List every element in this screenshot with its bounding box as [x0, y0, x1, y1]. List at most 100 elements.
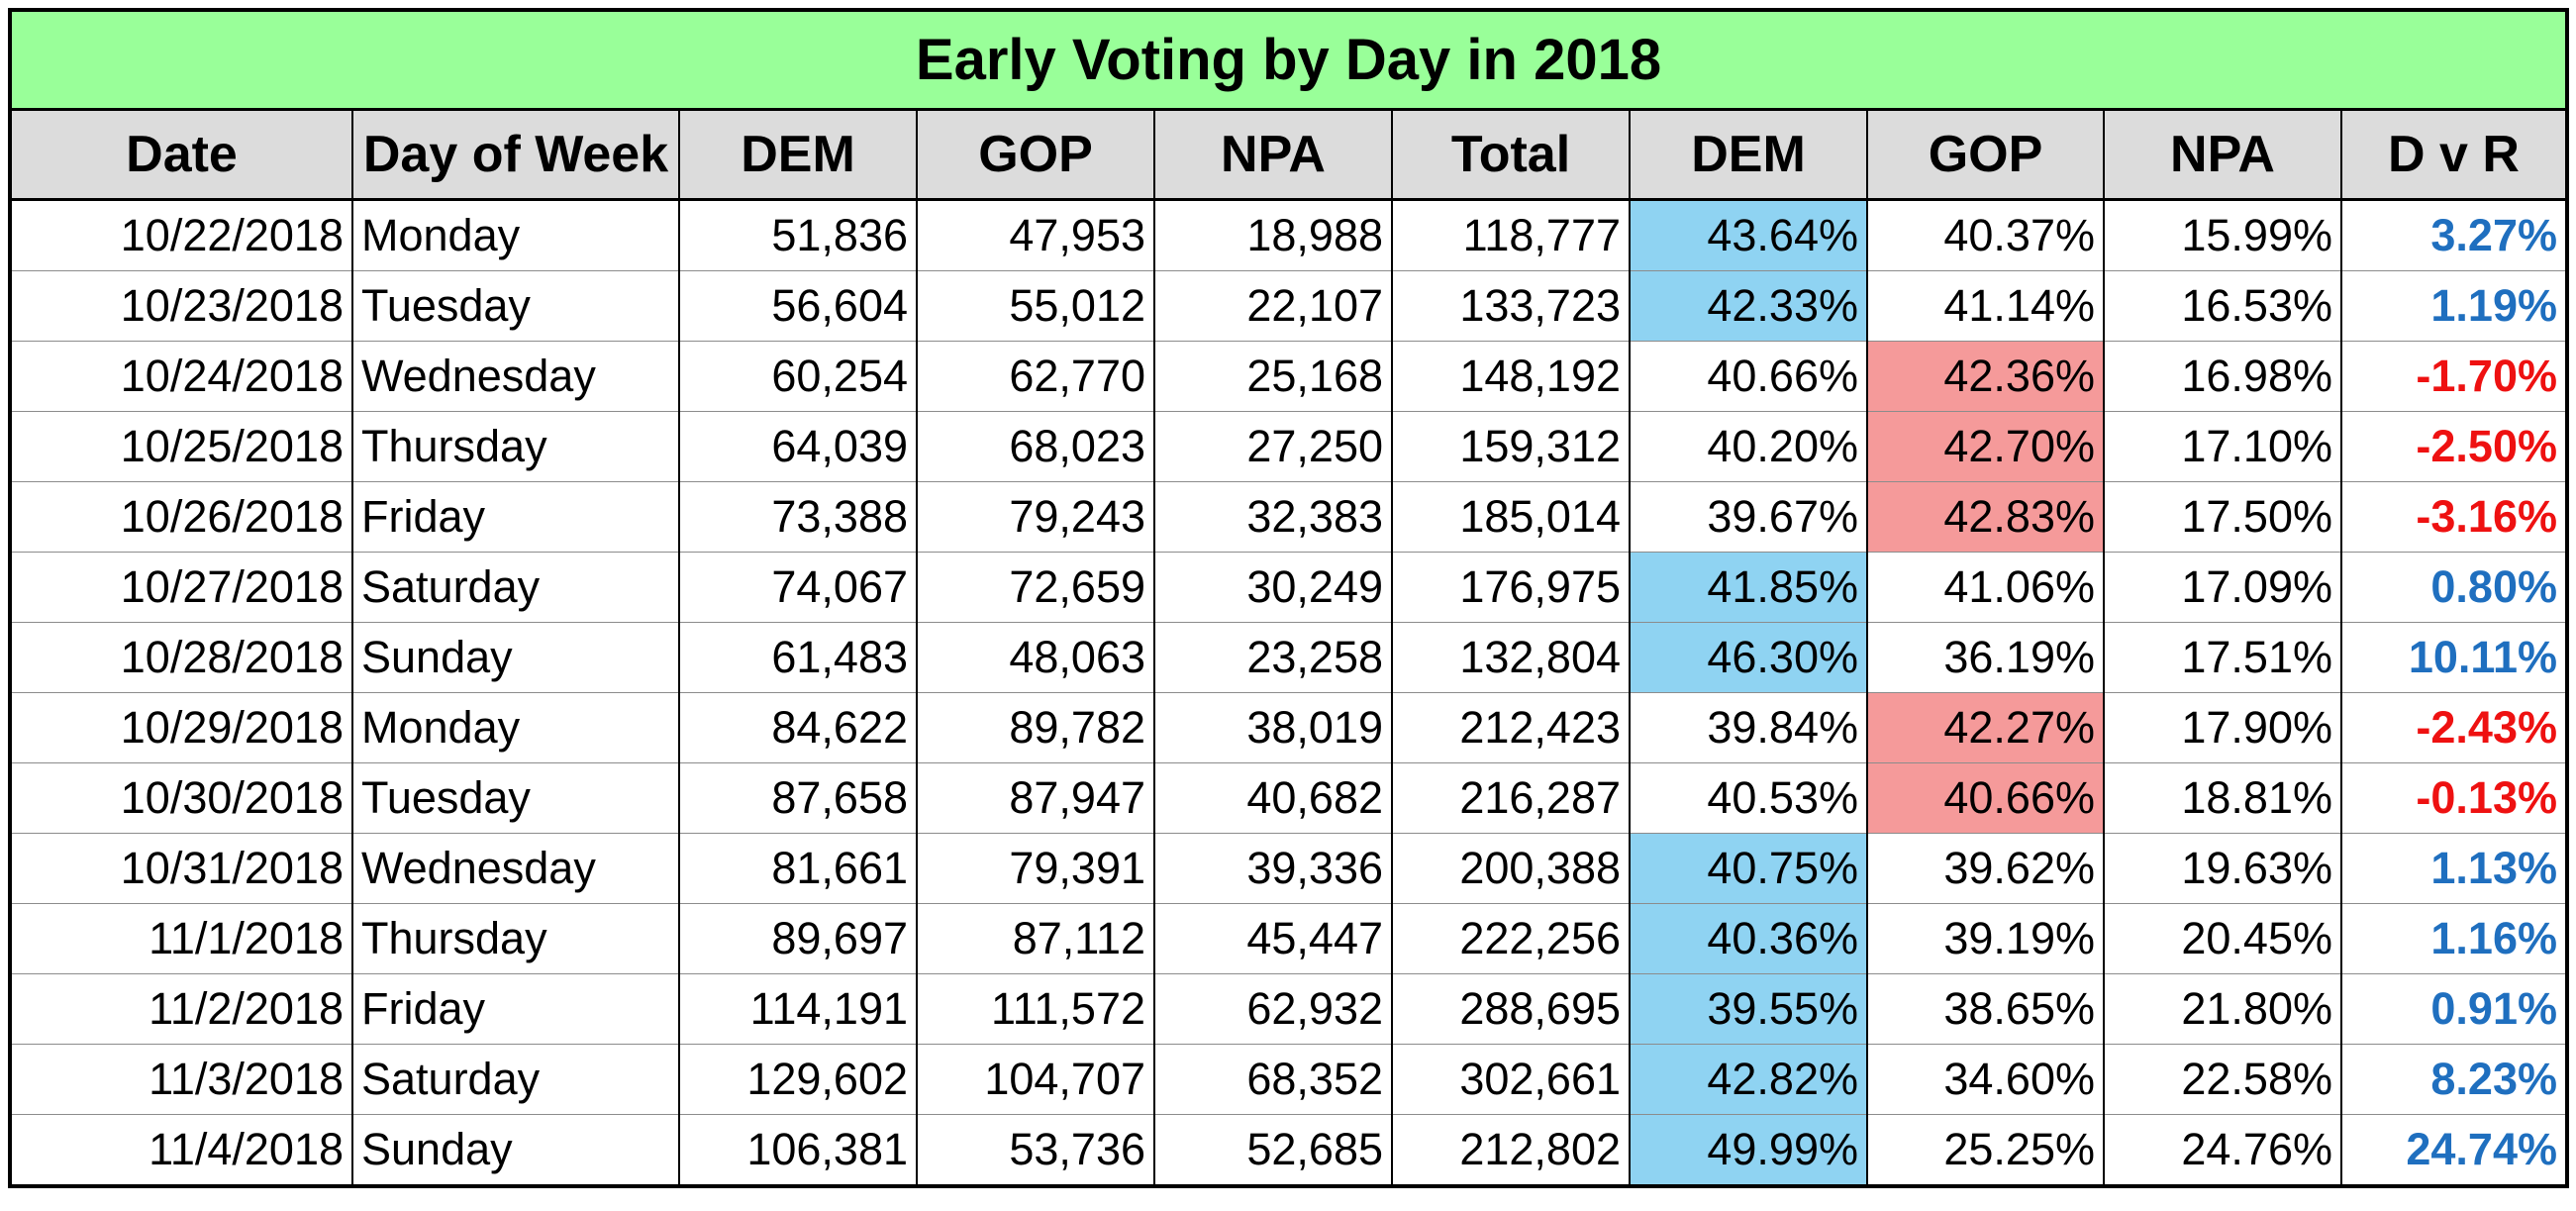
cell-dem-count: 60,254 [678, 341, 918, 412]
cell-date: 10/28/2018 [12, 622, 353, 693]
spreadsheet: Early Voting by Day in 2018 Date Day of … [8, 8, 2569, 1188]
table-row: 10/24/2018 Wednesday 60,254 62,770 25,168 148… [12, 341, 2565, 412]
cell-gop-percent: 25.25% [1866, 1114, 2105, 1184]
table-row: 10/31/2018 Wednesday 81,661 79,391 39,336 200… [12, 833, 2565, 904]
table-row: 11/4/2018 Sunday 106,381 53,736 52,685 212,80… [12, 1114, 2565, 1184]
cell-d-v-r: 24.74% [2340, 1114, 2565, 1184]
cell-dem-percent: 43.64% [1629, 199, 1868, 271]
cell-npa-count: 45,447 [1153, 903, 1393, 974]
table-row: 10/29/2018 Monday 84,622 89,782 38,019 212,42… [12, 692, 2565, 763]
cell-day-of-week: Saturday [351, 552, 680, 623]
cell-d-v-r: 1.13% [2340, 833, 2565, 904]
cell-gop-percent: 41.14% [1866, 270, 2105, 342]
cell-day-of-week: Thursday [351, 903, 680, 974]
cell-dem-count: 114,191 [678, 973, 918, 1045]
cell-total: 185,014 [1391, 481, 1631, 553]
table-row: 10/27/2018 Saturday 74,067 72,659 30,249 176,… [12, 552, 2565, 623]
cell-total: 159,312 [1391, 411, 1631, 482]
cell-day-of-week: Monday [351, 199, 680, 271]
cell-dem-count: 81,661 [678, 833, 918, 904]
cell-date: 10/30/2018 [12, 762, 353, 834]
cell-dem-percent: 41.85% [1629, 552, 1868, 623]
cell-d-v-r: 10.11% [2340, 622, 2565, 693]
cell-day-of-week: Friday [351, 973, 680, 1045]
cell-npa-count: 38,019 [1153, 692, 1393, 763]
cell-dem-percent: 39.84% [1629, 692, 1868, 763]
cell-gop-percent: 40.37% [1866, 199, 2105, 271]
cell-gop-count: 79,391 [916, 833, 1155, 904]
cell-dem-count: 56,604 [678, 270, 918, 342]
cell-npa-count: 32,383 [1153, 481, 1393, 553]
cell-d-v-r: 8.23% [2340, 1044, 2565, 1115]
header-row: Date Day of Week DEM GOP NPA Total DEM G… [12, 111, 2565, 201]
cell-d-v-r: 0.91% [2340, 973, 2565, 1045]
cell-npa-count: 18,988 [1153, 199, 1393, 271]
table-row: 11/3/2018 Saturday 129,602 104,707 68,352 302… [12, 1044, 2565, 1115]
cell-total: 132,804 [1391, 622, 1631, 693]
header-npa-percent: NPA [2103, 111, 2342, 201]
cell-npa-count: 22,107 [1153, 270, 1393, 342]
cell-date: 11/1/2018 [12, 903, 353, 974]
cell-date: 11/3/2018 [12, 1044, 353, 1115]
cell-dem-percent: 39.55% [1629, 973, 1868, 1045]
table-row: 10/30/2018 Tuesday 87,658 87,947 40,682 216,2… [12, 762, 2565, 834]
cell-gop-count: 47,953 [916, 199, 1155, 271]
cell-total: 288,695 [1391, 973, 1631, 1045]
cell-d-v-r: -2.50% [2340, 411, 2565, 482]
cell-total: 222,256 [1391, 903, 1631, 974]
cell-npa-percent: 16.53% [2103, 270, 2342, 342]
cell-dem-percent: 40.36% [1629, 903, 1868, 974]
early-voting-table: Date Day of Week DEM GOP NPA Total DEM G… [12, 111, 2565, 1184]
cell-dem-count: 87,658 [678, 762, 918, 834]
table-title: Early Voting by Day in 2018 [12, 12, 2565, 111]
cell-total: 302,661 [1391, 1044, 1631, 1115]
cell-npa-percent: 18.81% [2103, 762, 2342, 834]
cell-gop-percent: 39.62% [1866, 833, 2105, 904]
cell-dem-count: 73,388 [678, 481, 918, 553]
cell-day-of-week: Monday [351, 692, 680, 763]
header-dem-count: DEM [678, 111, 918, 201]
cell-npa-percent: 20.45% [2103, 903, 2342, 974]
cell-npa-count: 39,336 [1153, 833, 1393, 904]
header-gop-count: GOP [916, 111, 1155, 201]
cell-day-of-week: Friday [351, 481, 680, 553]
cell-date: 11/4/2018 [12, 1114, 353, 1184]
cell-gop-count: 68,023 [916, 411, 1155, 482]
cell-npa-percent: 24.76% [2103, 1114, 2342, 1184]
cell-date: 10/23/2018 [12, 270, 353, 342]
cell-npa-count: 30,249 [1153, 552, 1393, 623]
cell-dem-count: 74,067 [678, 552, 918, 623]
cell-npa-count: 27,250 [1153, 411, 1393, 482]
cell-day-of-week: Wednesday [351, 833, 680, 904]
cell-npa-percent: 17.51% [2103, 622, 2342, 693]
cell-d-v-r: -2.43% [2340, 692, 2565, 763]
cell-npa-percent: 15.99% [2103, 199, 2342, 271]
table-row: 11/2/2018 Friday 114,191 111,572 62,932 288,6… [12, 973, 2565, 1045]
cell-dem-count: 106,381 [678, 1114, 918, 1184]
cell-gop-count: 111,572 [916, 973, 1155, 1045]
table-body: 10/22/2018 Monday 51,836 47,953 18,988 118,77… [12, 199, 2565, 1184]
cell-gop-count: 48,063 [916, 622, 1155, 693]
cell-gop-count: 62,770 [916, 341, 1155, 412]
cell-total: 118,777 [1391, 199, 1631, 271]
cell-dem-count: 129,602 [678, 1044, 918, 1115]
cell-day-of-week: Saturday [351, 1044, 680, 1115]
cell-date: 10/29/2018 [12, 692, 353, 763]
cell-dem-percent: 49.99% [1629, 1114, 1868, 1184]
cell-dem-percent: 39.67% [1629, 481, 1868, 553]
cell-day-of-week: Wednesday [351, 341, 680, 412]
cell-d-v-r: -3.16% [2340, 481, 2565, 553]
cell-dem-percent: 46.30% [1629, 622, 1868, 693]
cell-total: 216,287 [1391, 762, 1631, 834]
cell-total: 133,723 [1391, 270, 1631, 342]
cell-npa-count: 40,682 [1153, 762, 1393, 834]
cell-date: 10/25/2018 [12, 411, 353, 482]
cell-gop-percent: 40.66% [1866, 762, 2105, 834]
cell-day-of-week: Tuesday [351, 762, 680, 834]
table-row: 11/1/2018 Thursday 89,697 87,112 45,447 222,2… [12, 903, 2565, 974]
cell-npa-percent: 22.58% [2103, 1044, 2342, 1115]
cell-dem-count: 51,836 [678, 199, 918, 271]
header-day-of-week: Day of Week [351, 111, 680, 201]
cell-date: 11/2/2018 [12, 973, 353, 1045]
cell-gop-count: 53,736 [916, 1114, 1155, 1184]
